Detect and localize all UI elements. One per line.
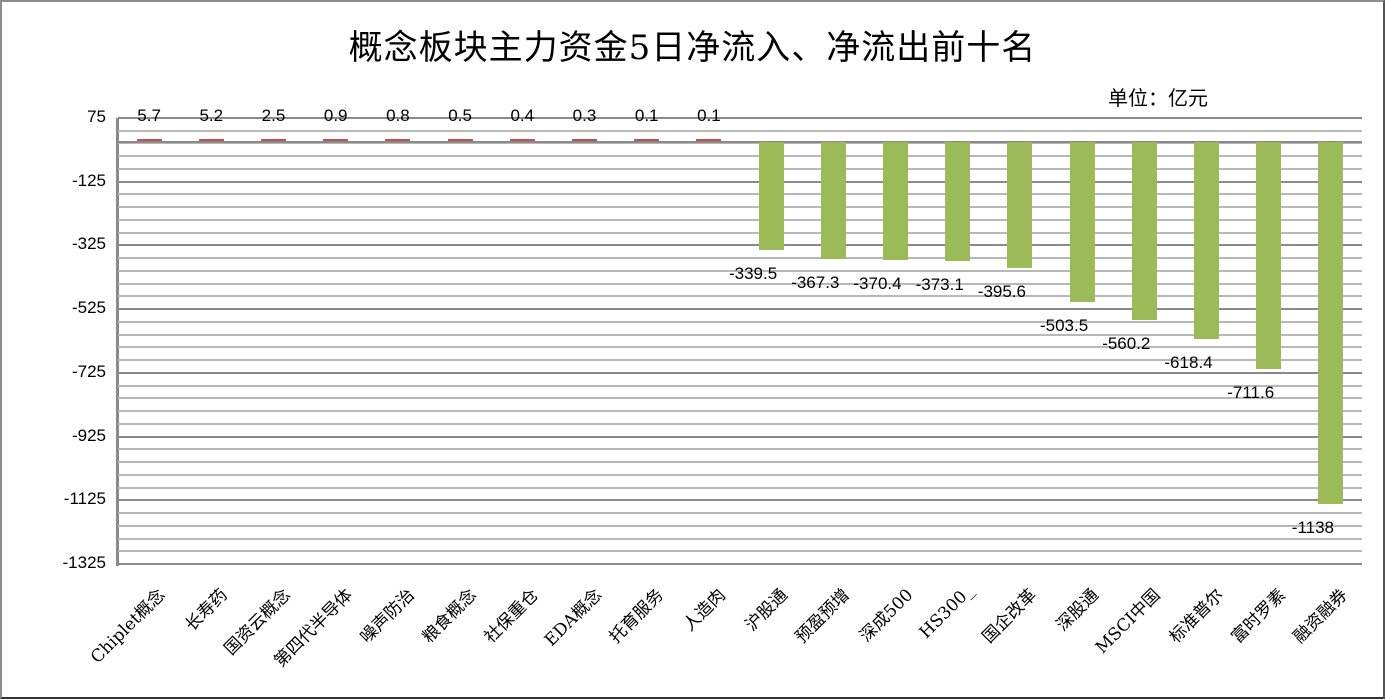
bar[interactable] — [385, 138, 411, 141]
data-label: 0.9 — [323, 106, 348, 125]
bar[interactable] — [883, 141, 908, 260]
bar[interactable] — [509, 138, 535, 141]
data-label: 5.2 — [199, 106, 224, 125]
y-tick-label: -325 — [71, 234, 106, 254]
data-label: -395.6 — [977, 281, 1026, 301]
unit-label: 单位：亿元 — [1108, 86, 1208, 110]
minor-gridline — [118, 410, 1362, 413]
major-gridline — [118, 244, 1362, 247]
minor-gridline — [118, 167, 1362, 170]
bar[interactable] — [261, 138, 286, 141]
minor-gridline — [118, 155, 1362, 158]
bar[interactable] — [1194, 141, 1219, 339]
major-gridline — [118, 117, 1362, 119]
bar[interactable] — [1318, 141, 1344, 505]
data-label: -367.3 — [791, 272, 840, 292]
data-label: -1138 — [1291, 518, 1334, 538]
minor-gridline — [118, 461, 1362, 464]
major-gridline — [118, 308, 1362, 311]
minor-gridline — [118, 486, 1362, 489]
minor-gridline — [118, 129, 1362, 132]
minor-gridline — [118, 384, 1362, 387]
minor-gridline — [118, 320, 1362, 323]
data-label: -503.5 — [1039, 316, 1089, 336]
y-tick-label: -925 — [71, 425, 106, 445]
major-gridline — [118, 563, 1362, 565]
minor-gridline — [118, 142, 1362, 145]
bar[interactable] — [1131, 141, 1157, 321]
minor-gridline — [118, 218, 1362, 221]
y-tick-label: -125 — [71, 170, 106, 190]
bar[interactable] — [696, 138, 722, 141]
data-label: -711.6 — [1227, 382, 1275, 402]
y-tick-label: -725 — [71, 361, 106, 381]
minor-gridline — [118, 448, 1362, 451]
minor-gridline — [118, 422, 1362, 425]
minor-gridline — [118, 206, 1362, 209]
y-axis-line — [116, 118, 119, 566]
data-label: 5.7 — [137, 106, 161, 125]
data-label: -370.4 — [853, 273, 902, 293]
bar[interactable] — [1069, 141, 1095, 303]
minor-gridline — [118, 257, 1362, 260]
bar[interactable] — [323, 138, 349, 141]
minor-gridline — [118, 346, 1362, 349]
minor-gridline — [118, 359, 1362, 362]
y-tick-label: 75 — [87, 107, 106, 126]
data-label: -560.2 — [1102, 334, 1151, 354]
bar[interactable] — [945, 141, 971, 261]
bar[interactable] — [572, 138, 597, 141]
bar[interactable] — [1007, 141, 1033, 268]
major-gridline — [118, 435, 1362, 438]
data-label: 0.3 — [572, 106, 597, 125]
x-axis-line — [118, 140, 1362, 143]
minor-gridline — [118, 333, 1362, 336]
bar[interactable] — [758, 141, 784, 251]
data-label: -339.5 — [728, 264, 778, 284]
data-label: 2.5 — [261, 106, 286, 125]
major-gridline — [118, 499, 1362, 502]
minor-gridline — [118, 537, 1362, 540]
data-label: -618.4 — [1164, 352, 1213, 372]
minor-gridline — [118, 550, 1362, 553]
data-label: 0.8 — [386, 106, 410, 125]
y-tick-label: -1325 — [62, 553, 106, 572]
data-label: 0.4 — [510, 106, 535, 125]
data-label: 0.1 — [697, 106, 721, 125]
chart-title: 概念板块主力资金5日净流入、净流出前十名 — [348, 28, 1037, 68]
minor-gridline — [118, 193, 1362, 196]
major-gridline — [118, 180, 1362, 183]
data-label: -373.1 — [915, 274, 964, 294]
minor-gridline — [118, 397, 1362, 400]
bar[interactable] — [634, 138, 660, 141]
bar[interactable] — [136, 138, 162, 141]
bar[interactable] — [820, 141, 846, 259]
minor-gridline — [118, 231, 1362, 234]
y-tick-label: -1125 — [63, 489, 106, 509]
minor-gridline — [118, 524, 1362, 527]
minor-gridline — [118, 282, 1362, 285]
minor-gridline — [118, 473, 1362, 476]
minor-gridline — [118, 512, 1362, 515]
minor-gridline — [118, 295, 1362, 298]
data-label: 0.1 — [634, 106, 659, 125]
bar[interactable] — [447, 138, 473, 141]
major-gridline — [118, 371, 1362, 374]
minor-gridline — [118, 269, 1362, 272]
bar[interactable] — [198, 138, 224, 141]
plot-area: 5.7 5.2 2.5 0.9 0.8 0.5 0.4 0.3 0.1 0.1 -339.5 -367… — [116, 106, 1362, 566]
y-tick-label: -525 — [71, 298, 106, 318]
bar[interactable] — [1256, 141, 1282, 369]
data-label: 0.5 — [448, 106, 472, 125]
